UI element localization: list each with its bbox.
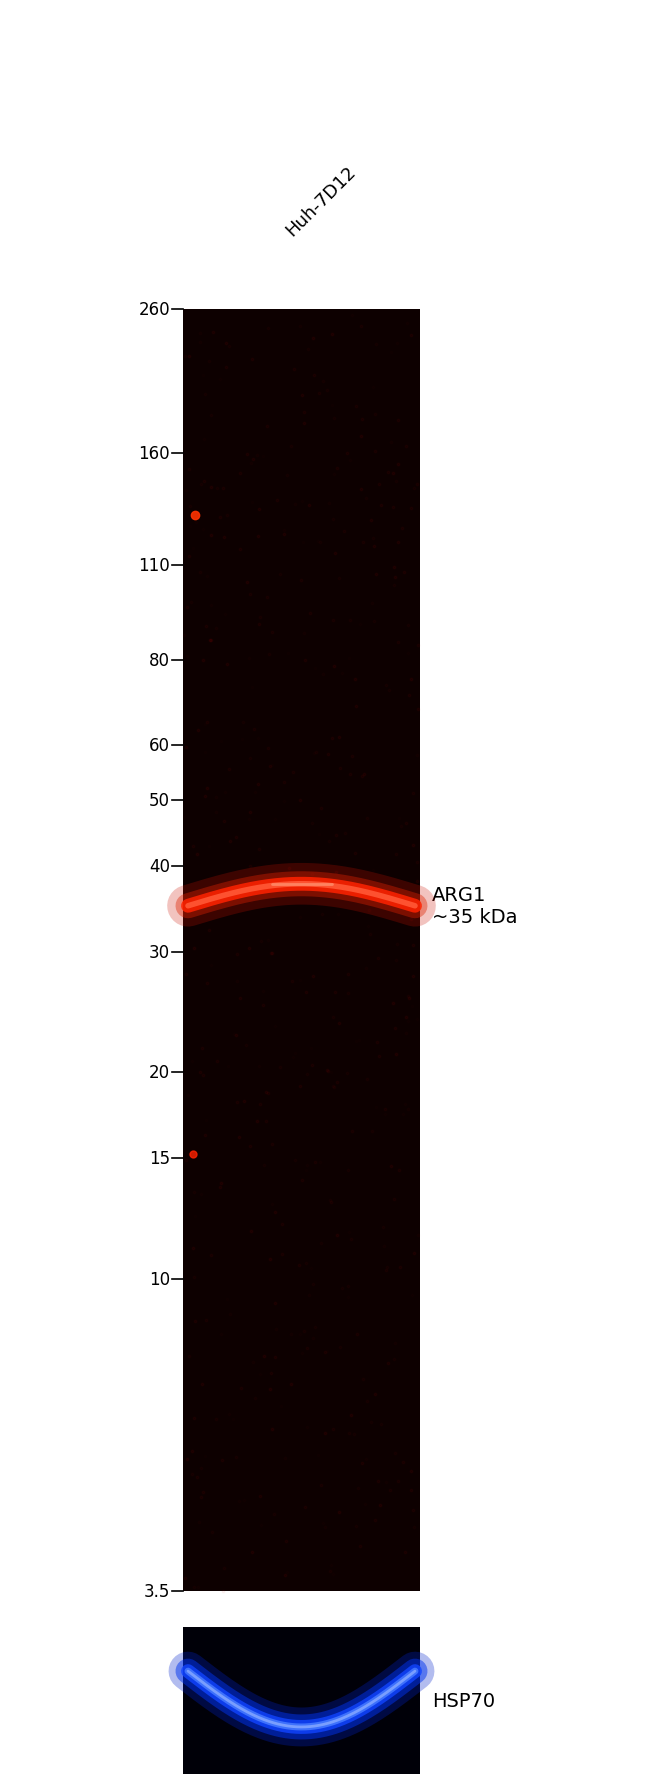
Text: ARG1
~35 kDa: ARG1 ~35 kDa (432, 886, 517, 927)
Text: 260: 260 (138, 301, 170, 319)
Text: 60: 60 (149, 738, 170, 756)
Bar (183, 310, 420, 1591)
Text: 15: 15 (149, 1149, 170, 1167)
Text: 10: 10 (149, 1271, 170, 1288)
Text: 3.5: 3.5 (144, 1582, 170, 1600)
Text: 40: 40 (149, 857, 170, 875)
Text: 50: 50 (149, 791, 170, 809)
Text: 80: 80 (149, 652, 170, 670)
Text: HSP70: HSP70 (432, 1691, 495, 1711)
Text: 30: 30 (149, 943, 170, 960)
Text: 20: 20 (149, 1064, 170, 1082)
Text: Huh-7D12: Huh-7D12 (282, 162, 359, 241)
Text: 160: 160 (138, 446, 170, 463)
Bar (183, 1627, 420, 1775)
Text: 110: 110 (138, 556, 170, 574)
